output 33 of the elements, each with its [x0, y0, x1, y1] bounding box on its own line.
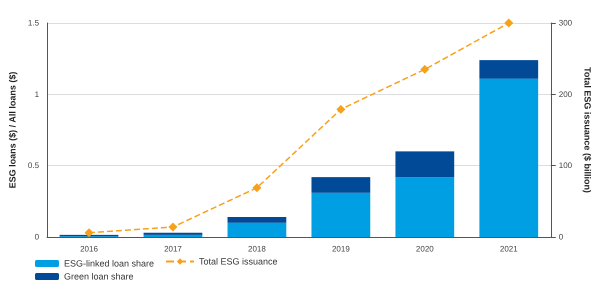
y2-axis-title: Total ESG issuance ($ billion): [582, 67, 592, 193]
bar: [395, 151, 454, 178]
legend-label: ESG-linked loan share: [64, 258, 154, 268]
bar: [395, 177, 454, 237]
legend-label: Total ESG issuance: [199, 256, 278, 266]
x-tick-label: 2017: [164, 244, 182, 254]
bar: [311, 177, 370, 193]
y-tick-label: 1: [34, 90, 40, 99]
point: [168, 222, 178, 232]
bar: [228, 217, 286, 223]
y2-tick-label: 0: [558, 232, 564, 242]
bar: [479, 78, 538, 237]
y-tick-label: 0.5: [28, 161, 40, 170]
point: [336, 104, 346, 114]
y-tick-label: 1.5: [28, 18, 40, 28]
x-tick-label: 2018: [248, 244, 266, 254]
legend-label: Green loan share: [64, 272, 134, 282]
point: [84, 228, 94, 238]
x-tick-label: 2016: [80, 244, 98, 254]
x-tick-label: 2019: [332, 244, 350, 254]
point: [504, 18, 514, 28]
x-tick-label: 2021: [500, 244, 518, 254]
y-tick-label: 0: [34, 232, 40, 242]
y2-tick-label: 200: [558, 90, 573, 99]
point: [420, 64, 430, 74]
bar: [228, 222, 286, 237]
bar: [479, 60, 538, 79]
y-axis-title: ESG loans ($) / All loans ($): [8, 72, 18, 188]
bar: [311, 192, 370, 237]
y2-tick-label: 100: [558, 161, 573, 170]
x-tick-label: 2020: [416, 244, 434, 254]
point: [252, 183, 262, 192]
y2-tick-label: 300: [558, 18, 573, 28]
